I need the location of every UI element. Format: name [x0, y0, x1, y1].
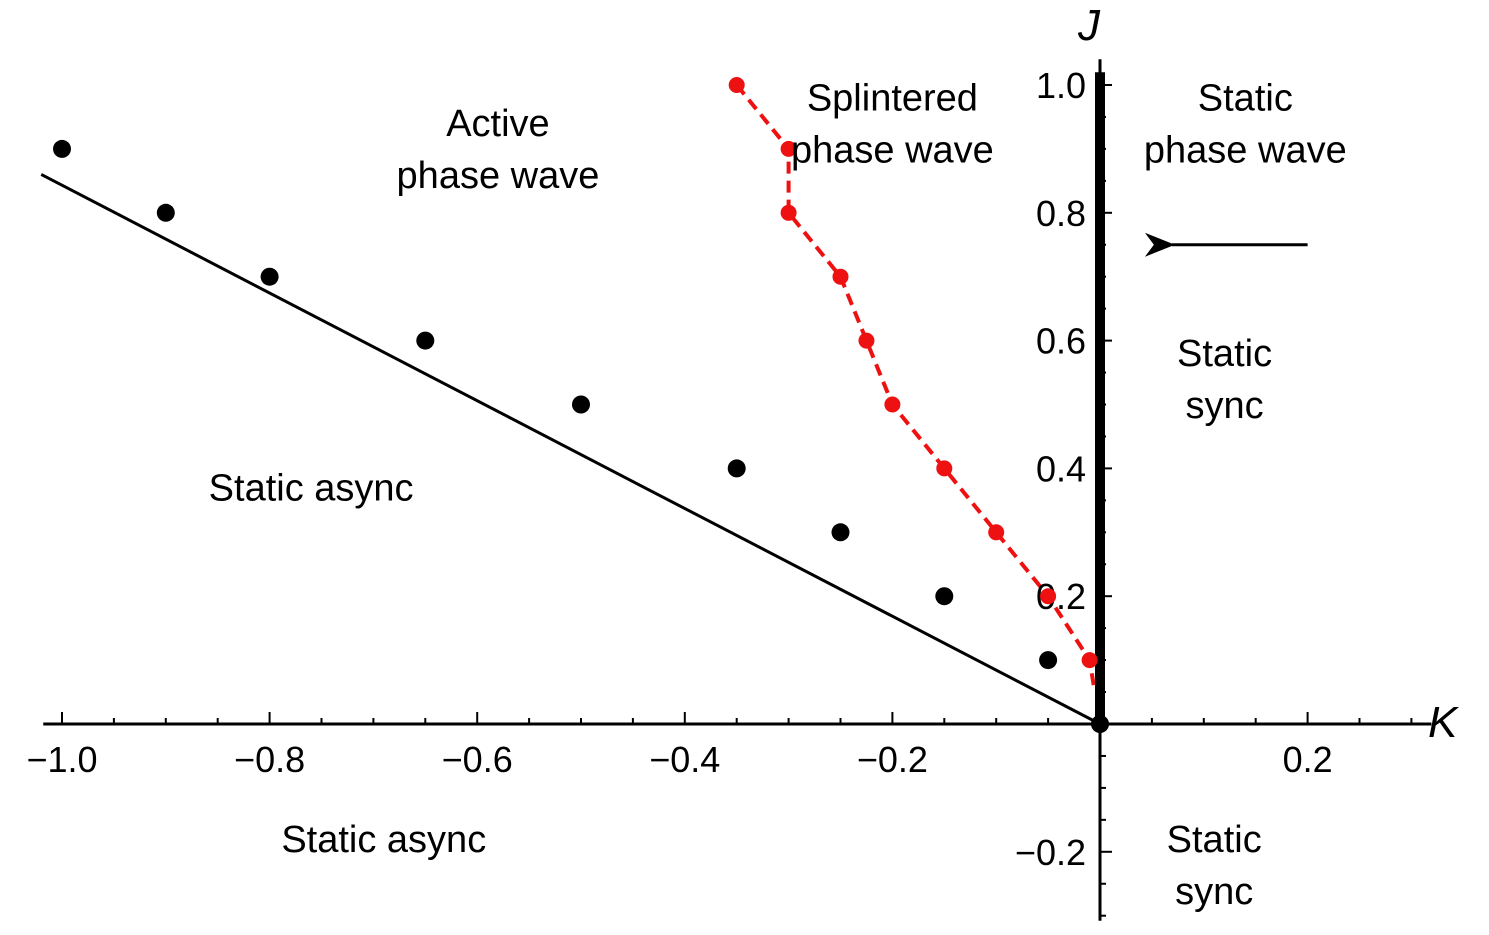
y-axis-label: J — [1077, 1, 1101, 50]
region-label-line: Splintered — [807, 78, 978, 120]
region-label-line: Static async — [209, 467, 414, 509]
region-label-line: Static — [1198, 78, 1293, 120]
black-data-point — [416, 331, 435, 350]
black-data-point — [1039, 651, 1058, 670]
red-data-point — [1081, 652, 1098, 669]
y-tick-label: 0.8 — [1036, 193, 1086, 234]
region-label-line: Static — [1167, 819, 1262, 861]
black-data-point — [935, 587, 954, 606]
x-tick-label: 0.2 — [1283, 739, 1333, 780]
region-label: Active phase wave — [397, 103, 600, 197]
red-data-point — [936, 460, 953, 477]
region-label: Static phase wave — [1144, 78, 1347, 172]
y-tick-label: 1.0 — [1036, 65, 1086, 106]
red-data-point — [858, 332, 875, 349]
points-layer — [53, 77, 1109, 733]
x-tick-label: −1.0 — [26, 739, 97, 780]
black-data-point — [572, 395, 590, 414]
region-label-line: phase wave — [397, 155, 600, 197]
boundary-line — [40, 173, 1101, 726]
y-tick-label: 0.6 — [1036, 321, 1086, 362]
red-data-point — [1040, 588, 1057, 605]
region-label: Static async — [281, 819, 486, 861]
red-data-point — [832, 268, 849, 285]
region-label: Static sync — [1177, 333, 1272, 427]
red-data-point — [728, 77, 745, 93]
y-tick-label: −0.2 — [1015, 832, 1086, 873]
x-tick-label: −0.8 — [234, 739, 305, 780]
red-data-point — [884, 396, 901, 413]
region-label-line: sync — [1175, 871, 1253, 913]
black-data-point — [831, 523, 850, 542]
black-data-point — [156, 203, 175, 222]
lines-layer — [40, 72, 1308, 726]
black-data-point — [53, 139, 71, 158]
region-label-line: Static — [1177, 333, 1272, 375]
region-label-line: sync — [1185, 385, 1263, 427]
region-label-line: Static async — [281, 819, 486, 861]
region-label-line: Active — [446, 103, 549, 145]
region-label-line: phase wave — [791, 130, 994, 172]
x-tick-label: −0.2 — [857, 739, 928, 780]
x-axis-label: K — [1428, 698, 1459, 747]
red-data-point — [780, 140, 797, 157]
red-data-point — [988, 524, 1005, 541]
origin-point — [1091, 715, 1109, 733]
region-label: Static async — [209, 467, 414, 509]
black-data-point — [260, 267, 279, 286]
x-tick-label: −0.4 — [649, 739, 720, 780]
region-label: Splintered phase wave — [791, 78, 994, 172]
region-label: Static sync — [1167, 819, 1262, 913]
black-data-point — [727, 459, 746, 478]
y-tick-label: 0.4 — [1036, 448, 1086, 489]
red-data-point — [780, 204, 797, 221]
region-label-line: phase wave — [1144, 130, 1347, 172]
x-tick-label: −0.6 — [442, 739, 513, 780]
